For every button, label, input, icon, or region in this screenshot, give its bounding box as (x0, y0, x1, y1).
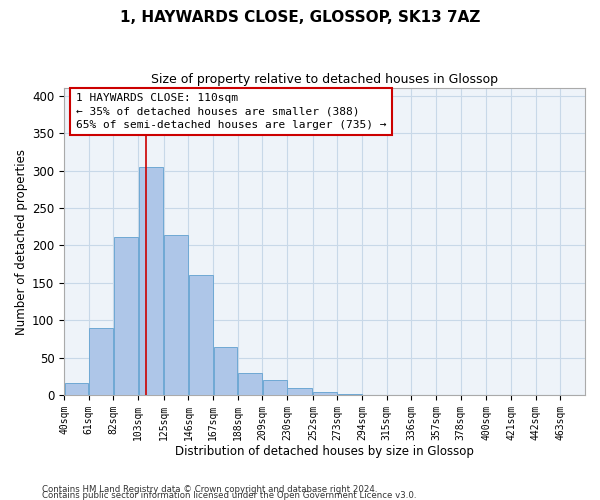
Text: Contains HM Land Registry data © Crown copyright and database right 2024.: Contains HM Land Registry data © Crown c… (42, 484, 377, 494)
Text: 1, HAYWARDS CLOSE, GLOSSOP, SK13 7AZ: 1, HAYWARDS CLOSE, GLOSSOP, SK13 7AZ (120, 10, 480, 25)
Bar (114, 237, 137, 396)
Bar (238, 373, 262, 396)
Bar (313, 392, 337, 396)
Bar (164, 235, 188, 396)
X-axis label: Distribution of detached houses by size in Glossop: Distribution of detached houses by size … (175, 444, 474, 458)
Bar (536, 394, 560, 396)
Title: Size of property relative to detached houses in Glossop: Size of property relative to detached ho… (151, 72, 498, 86)
Bar (287, 388, 313, 396)
Bar (436, 394, 460, 396)
Bar (214, 348, 237, 396)
Y-axis label: Number of detached properties: Number of detached properties (15, 148, 28, 334)
Bar (139, 167, 163, 396)
Text: 1 HAYWARDS CLOSE: 110sqm
← 35% of detached houses are smaller (388)
65% of semi-: 1 HAYWARDS CLOSE: 110sqm ← 35% of detach… (76, 94, 386, 130)
Bar (189, 274, 212, 396)
Bar (263, 380, 287, 396)
Bar (65, 382, 88, 396)
Bar (338, 394, 362, 396)
Bar (89, 328, 113, 396)
Text: Contains public sector information licensed under the Open Government Licence v3: Contains public sector information licen… (42, 490, 416, 500)
